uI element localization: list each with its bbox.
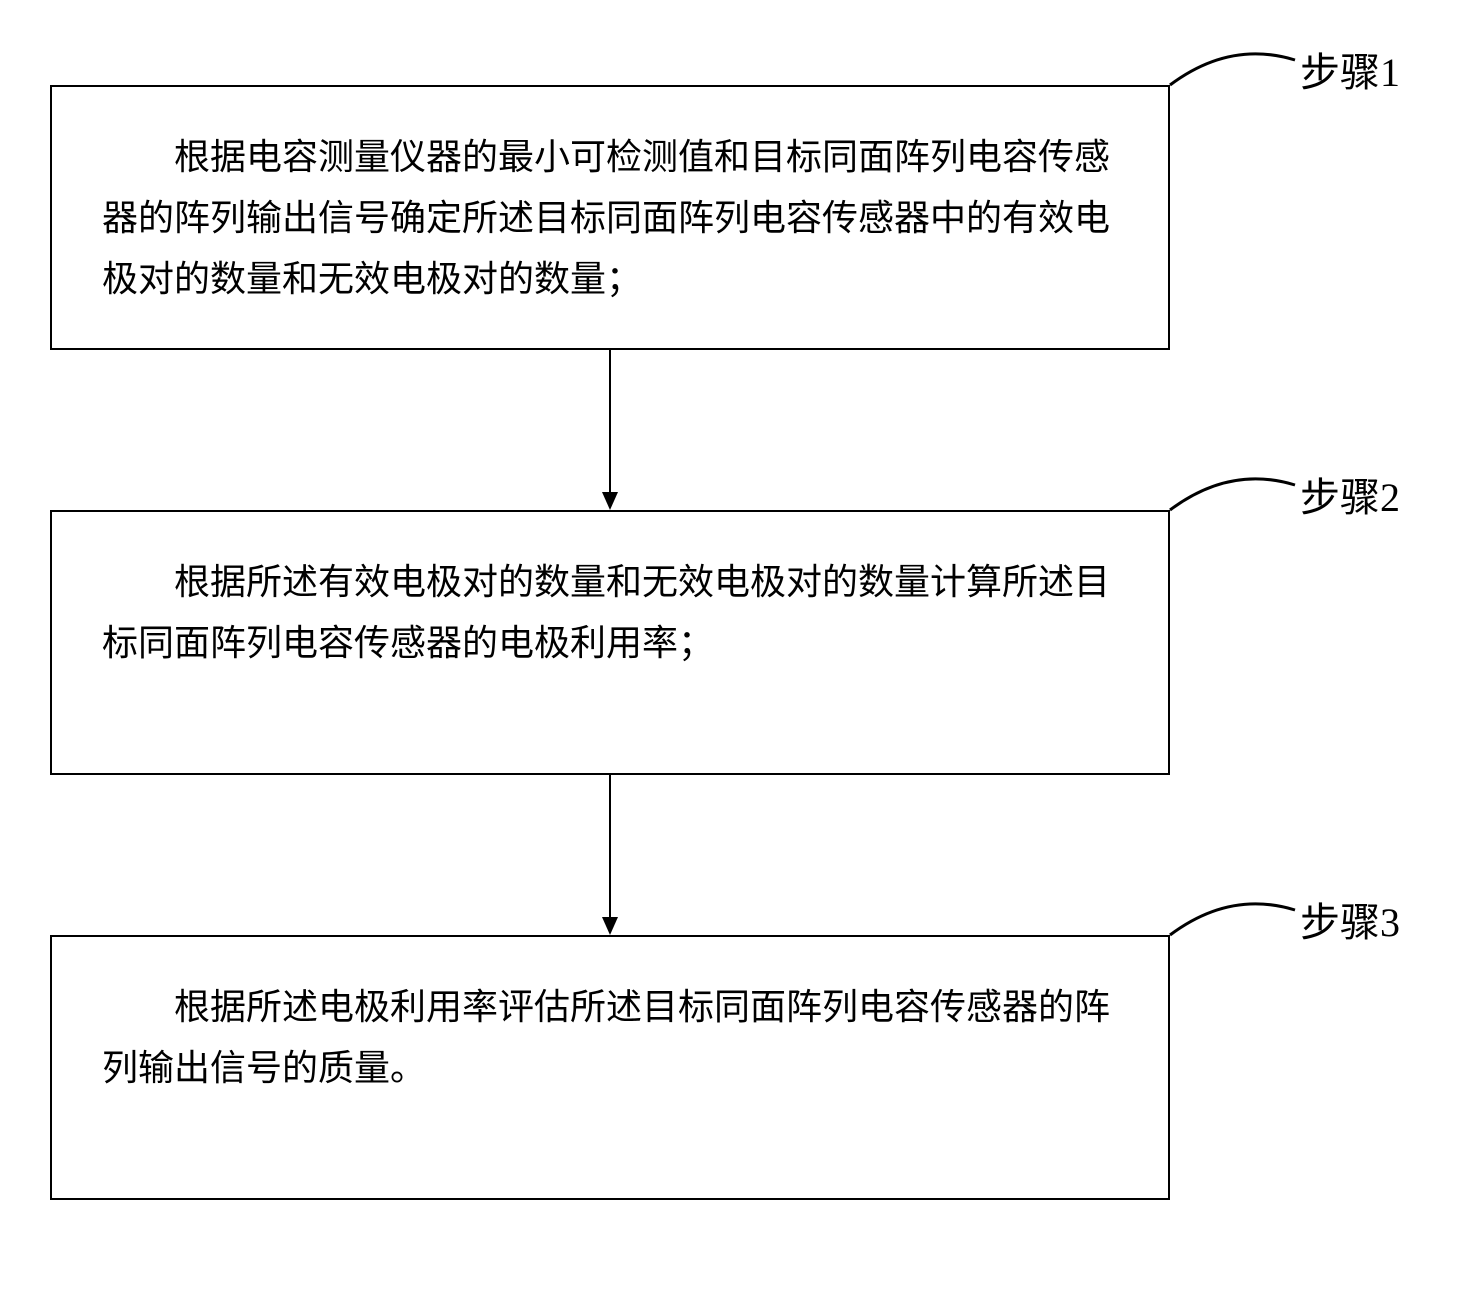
step-text-2: 根据所述有效电极对的数量和无效电极对的数量计算所述目标同面阵列电容传感器的电极利… bbox=[102, 552, 1118, 674]
step-label-1: 步骤1 bbox=[1300, 40, 1400, 98]
step-box-3: 根据所述电极利用率评估所述目标同面阵列电容传感器的阵列输出信号的质量。 bbox=[50, 935, 1170, 1200]
step-box-1: 根据电容测量仪器的最小可检测值和目标同面阵列电容传感器的阵列输出信号确定所述目标… bbox=[50, 85, 1170, 350]
step-label-3: 步骤3 bbox=[1300, 890, 1400, 948]
step-text-3: 根据所述电极利用率评估所述目标同面阵列电容传感器的阵列输出信号的质量。 bbox=[102, 977, 1118, 1099]
step-label-2: 步骤2 bbox=[1300, 465, 1400, 523]
step-box-2: 根据所述有效电极对的数量和无效电极对的数量计算所述目标同面阵列电容传感器的电极利… bbox=[50, 510, 1170, 775]
step-text-1: 根据电容测量仪器的最小可检测值和目标同面阵列电容传感器的阵列输出信号确定所述目标… bbox=[102, 127, 1118, 311]
